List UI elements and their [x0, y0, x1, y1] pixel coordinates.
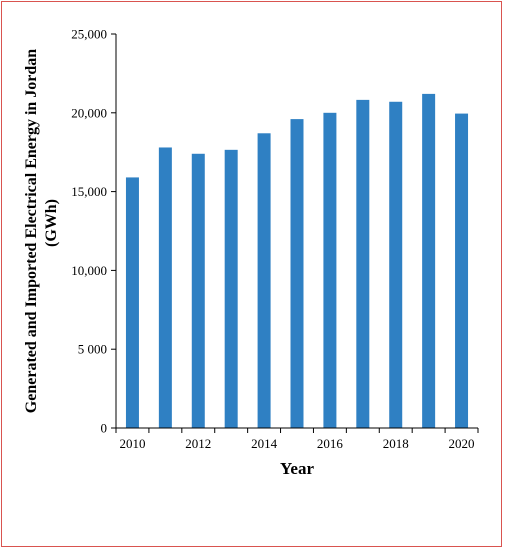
x-tick-label-2014: 2014 — [251, 436, 278, 451]
x-ticks-group: 2010 2012 2014 2016 2018 2020 — [115, 428, 479, 451]
x-tick-label-2018: 2018 — [383, 436, 409, 451]
y-tick-label: 10,000 — [71, 263, 107, 278]
x-tick-label-2012: 2012 — [185, 436, 211, 451]
bar-2018 — [389, 101, 403, 428]
bar-2017 — [356, 99, 370, 428]
bar-2015 — [290, 119, 304, 428]
bar-2012 — [191, 153, 205, 428]
y-axis-title-line-2: (GWh) — [43, 199, 60, 247]
y-tick-label: 20,000 — [71, 105, 107, 120]
bars-group — [125, 93, 469, 429]
y-tick-label: 0 — [101, 421, 108, 436]
x-axis-title: Year — [280, 459, 314, 478]
bar-2011 — [158, 147, 172, 429]
y-axis-title-line-1: Generated and Imported Electrical Energy… — [23, 49, 40, 414]
x-tick-label-2010: 2010 — [119, 436, 145, 451]
bar-2020 — [455, 113, 469, 428]
x-tick-label-2020: 2020 — [449, 436, 475, 451]
y-ticks-group: 0 5 000 10,000 15,000 20,000 25,000 — [71, 27, 116, 436]
y-tick-label: 5 000 — [78, 342, 107, 357]
y-tick-label: 25,000 — [71, 27, 107, 42]
bar-2019 — [422, 93, 436, 428]
y-tick-label: 15,000 — [71, 184, 107, 199]
x-tick-label-2016: 2016 — [317, 436, 344, 451]
bar-2016 — [323, 112, 337, 429]
bar-2013 — [224, 149, 238, 428]
bar-2010 — [125, 177, 139, 428]
bar-2014 — [257, 133, 271, 428]
